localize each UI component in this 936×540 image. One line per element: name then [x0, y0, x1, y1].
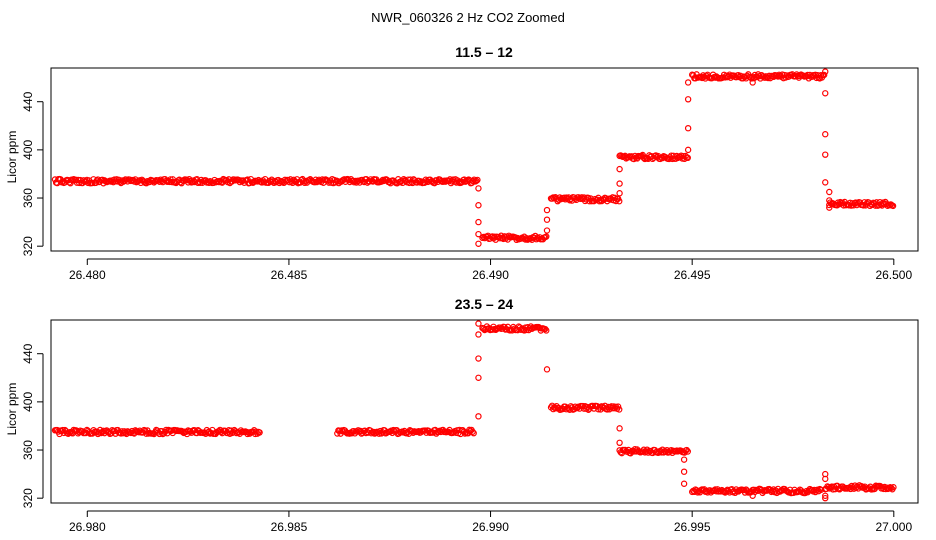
y-tick-label: 440: [21, 343, 35, 363]
panel-2-title: 23.5 – 24: [455, 296, 514, 312]
x-tick-label: 26.980: [69, 520, 106, 534]
data-point: [680, 456, 688, 463]
data-point: [822, 90, 829, 97]
x-tick-label: 26.985: [271, 520, 308, 534]
y-tick-label: 440: [21, 91, 35, 111]
data-point: [616, 165, 623, 173]
x-tick-label: 26.500: [875, 268, 912, 282]
data-point: [475, 185, 482, 192]
x-tick-label: 26.995: [674, 520, 711, 534]
data-point: [616, 439, 623, 446]
data-point: [683, 446, 690, 454]
data-point: [390, 426, 397, 434]
panel-1-title: 11.5 – 12: [455, 44, 513, 60]
data-point: [653, 448, 661, 456]
data-point: [543, 233, 550, 240]
data-point: [889, 202, 897, 210]
x-tick-label: 27.000: [875, 520, 912, 534]
data-point: [616, 406, 623, 413]
data-point: [684, 154, 691, 162]
data-point: [749, 79, 756, 86]
data-point: [684, 146, 692, 154]
data-point: [820, 71, 828, 79]
y-tick-label: 400: [21, 140, 35, 160]
data-point: [680, 480, 688, 487]
x-tick-label: 26.990: [472, 520, 509, 534]
panel-2: 23.5 – 24 Licor ppm 26.980 26.985 26.990 26…: [5, 296, 919, 534]
data-point: [680, 468, 688, 475]
data-point: [543, 206, 551, 214]
data-point: [826, 204, 833, 211]
data-point: [491, 233, 498, 240]
data-point: [822, 179, 829, 186]
data-point: [822, 494, 829, 502]
data-point: [470, 429, 477, 437]
panel-1-ylabel: Licor ppm: [5, 131, 19, 184]
data-point: [684, 79, 692, 86]
data-point: [543, 216, 551, 223]
data-point: [474, 176, 481, 184]
data-point: [822, 492, 829, 499]
data-point: [135, 428, 142, 436]
data-point: [616, 197, 623, 205]
data-point: [616, 425, 623, 432]
x-tick-label: 26.490: [472, 268, 509, 282]
data-point: [822, 475, 829, 483]
data-point: [256, 429, 263, 436]
data-point: [616, 180, 623, 187]
y-tick-label: 320: [21, 488, 35, 508]
panel-1-data-points: [51, 68, 897, 247]
panel-1-plot-frame: [50, 67, 919, 252]
data-point: [475, 331, 482, 338]
y-tick-label: 400: [21, 392, 35, 412]
data-point: [543, 327, 550, 334]
data-point: [614, 403, 622, 410]
panel-1-axes: 26.480 26.485 26.490 26.495 26.500 320 360 400 4…: [21, 91, 912, 282]
data-point: [475, 413, 482, 420]
data-point: [822, 131, 829, 138]
data-point: [72, 176, 80, 183]
data-point: [616, 190, 623, 197]
data-point: [749, 492, 756, 499]
data-point: [543, 227, 551, 234]
data-point: [640, 154, 647, 162]
data-point: [466, 426, 473, 434]
y-tick-label: 320: [21, 236, 35, 256]
panel-2-ylabel: Licor ppm: [5, 383, 19, 436]
panel-2-plot-frame: [50, 319, 919, 504]
x-tick-label: 26.485: [271, 268, 308, 282]
data-point: [473, 177, 480, 185]
data-point: [543, 366, 551, 373]
data-point: [684, 448, 691, 455]
x-tick-label: 26.495: [674, 268, 711, 282]
data-point: [475, 355, 482, 362]
y-tick-label: 360: [21, 440, 35, 460]
data-point: [541, 325, 549, 333]
data-point: [684, 124, 692, 132]
data-point: [475, 374, 482, 381]
figure-title: NWR_060326 2 Hz CO2 Zoomed: [371, 10, 565, 25]
data-point: [826, 197, 833, 204]
data-point: [826, 188, 833, 196]
panel-2-axes: 26.980 26.985 26.990 26.995 27.000 320 360 400 4…: [21, 343, 912, 534]
panel-2-data-points: [51, 320, 897, 502]
data-point: [469, 428, 476, 435]
x-tick-label: 26.480: [69, 268, 106, 282]
data-point: [475, 230, 482, 238]
data-point: [890, 484, 897, 491]
data-point: [475, 320, 482, 327]
data-point: [860, 202, 867, 209]
panel-1: 11.5 – 12 Licor ppm 26.480 26.485 26.490 26…: [5, 44, 919, 282]
data-point: [822, 151, 829, 158]
data-point: [215, 178, 223, 186]
y-tick-label: 360: [21, 188, 35, 208]
data-point: [475, 218, 482, 226]
data-point: [684, 96, 692, 103]
data-point: [475, 202, 482, 209]
data-point: [475, 240, 482, 247]
data-point: [822, 68, 829, 75]
